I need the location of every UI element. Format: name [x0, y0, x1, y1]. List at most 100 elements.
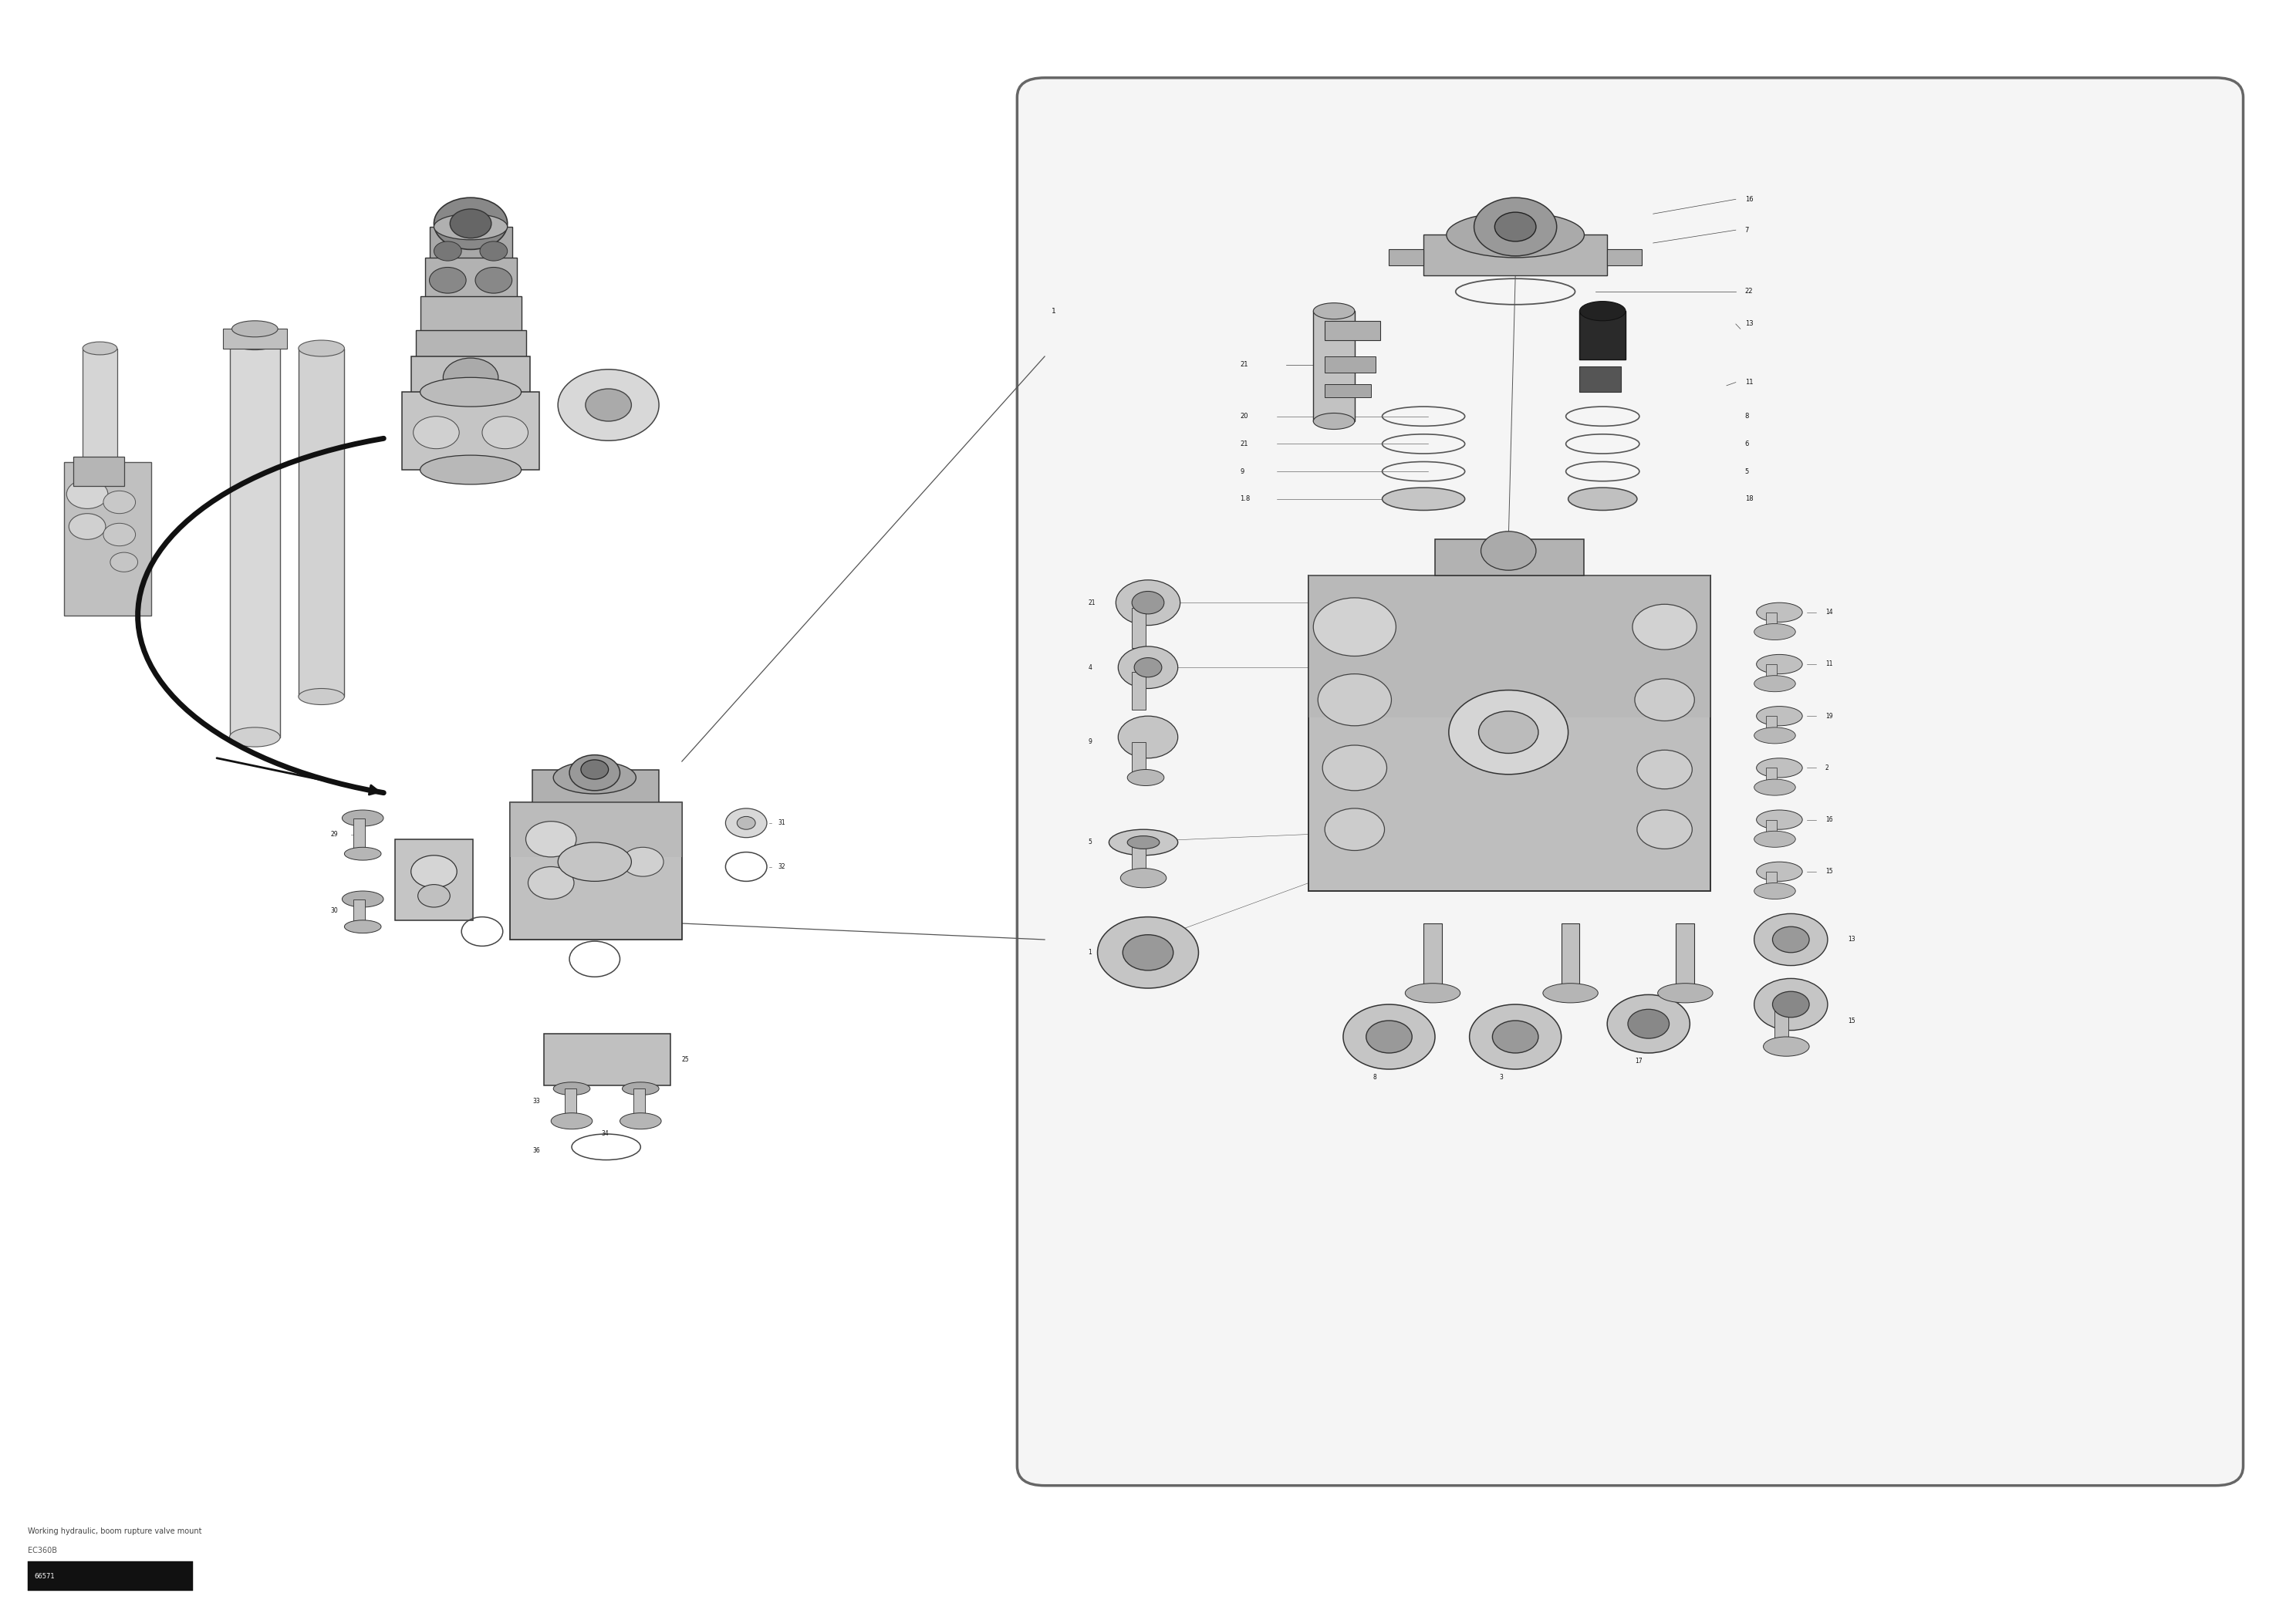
Circle shape: [482, 416, 528, 449]
Bar: [565, 1089, 576, 1118]
Bar: [1309, 575, 1711, 891]
Circle shape: [1479, 711, 1538, 753]
Ellipse shape: [411, 855, 457, 888]
Ellipse shape: [1120, 868, 1166, 888]
Bar: [354, 899, 365, 923]
Bar: [1424, 923, 1442, 988]
Circle shape: [622, 847, 664, 876]
Circle shape: [528, 867, 574, 899]
Bar: [64, 462, 152, 616]
Ellipse shape: [232, 321, 278, 337]
Circle shape: [526, 821, 576, 857]
Bar: [1132, 608, 1146, 648]
Bar: [298, 348, 344, 697]
Ellipse shape: [1754, 624, 1795, 640]
Text: 17: 17: [1635, 1058, 1642, 1064]
Text: 66571: 66571: [28, 1565, 51, 1571]
Bar: [230, 340, 280, 737]
Text: 1.8: 1.8: [1240, 496, 1249, 502]
Circle shape: [434, 241, 461, 261]
Bar: [1766, 612, 1777, 629]
Bar: [1132, 742, 1146, 774]
Text: 22: 22: [1745, 288, 1754, 295]
Circle shape: [475, 267, 512, 293]
Ellipse shape: [1763, 1037, 1809, 1056]
Ellipse shape: [1313, 413, 1355, 429]
Bar: [1325, 356, 1375, 373]
Bar: [1309, 575, 1711, 718]
Bar: [1580, 311, 1626, 360]
Text: 8: 8: [1745, 413, 1750, 420]
Text: 36: 36: [533, 1147, 540, 1153]
Ellipse shape: [558, 842, 631, 881]
Text: 29: 29: [331, 831, 338, 838]
Bar: [533, 770, 659, 802]
Circle shape: [1313, 598, 1396, 656]
Text: 18: 18: [1745, 496, 1754, 502]
Bar: [1132, 672, 1146, 710]
Circle shape: [413, 416, 459, 449]
Text: 2: 2: [1825, 765, 1830, 771]
Bar: [395, 839, 473, 920]
Ellipse shape: [1754, 727, 1795, 744]
Circle shape: [1492, 1021, 1538, 1053]
Bar: [73, 457, 124, 486]
Ellipse shape: [298, 340, 344, 356]
Circle shape: [1495, 212, 1536, 241]
Ellipse shape: [1446, 212, 1584, 258]
Circle shape: [1632, 604, 1697, 650]
Circle shape: [418, 885, 450, 907]
Ellipse shape: [420, 377, 521, 407]
Circle shape: [69, 514, 106, 539]
Circle shape: [1449, 690, 1568, 774]
Circle shape: [1481, 531, 1536, 570]
Text: EC360B: EC360B: [28, 1547, 57, 1554]
Text: 30: 30: [331, 907, 338, 914]
Ellipse shape: [1756, 862, 1802, 881]
Circle shape: [1118, 716, 1178, 758]
Text: 8: 8: [1373, 1074, 1378, 1081]
Bar: [1766, 820, 1777, 836]
Text: Working hydraulic, boom rupture valve mount: Working hydraulic, boom rupture valve mo…: [28, 1528, 202, 1534]
Ellipse shape: [1756, 603, 1802, 622]
Text: 15: 15: [1825, 868, 1832, 875]
Ellipse shape: [434, 214, 507, 240]
Ellipse shape: [1313, 303, 1355, 319]
Ellipse shape: [342, 891, 383, 907]
Text: 4: 4: [1088, 664, 1093, 671]
Ellipse shape: [620, 1113, 661, 1129]
Text: 9: 9: [1240, 468, 1244, 475]
Ellipse shape: [1568, 488, 1637, 510]
Bar: [510, 802, 682, 940]
Circle shape: [558, 369, 659, 441]
Ellipse shape: [1580, 301, 1626, 321]
Ellipse shape: [1754, 676, 1795, 692]
Bar: [544, 1034, 670, 1085]
Bar: [411, 356, 530, 397]
Circle shape: [450, 209, 491, 238]
Text: 20: 20: [1240, 413, 1249, 420]
Text: 66571: 66571: [34, 1573, 55, 1580]
Ellipse shape: [1754, 831, 1795, 847]
Bar: [402, 392, 540, 470]
Bar: [1325, 321, 1380, 340]
Circle shape: [443, 358, 498, 397]
Text: 34: 34: [602, 1131, 608, 1137]
Text: 32: 32: [778, 863, 785, 870]
Circle shape: [1754, 978, 1828, 1030]
Ellipse shape: [1756, 654, 1802, 674]
Text: 33: 33: [533, 1098, 540, 1105]
Ellipse shape: [344, 920, 381, 933]
Circle shape: [1773, 991, 1809, 1017]
Ellipse shape: [1109, 829, 1178, 855]
Text: 6: 6: [1745, 441, 1750, 447]
Bar: [1766, 664, 1777, 680]
Circle shape: [1469, 1004, 1561, 1069]
Bar: [354, 818, 365, 850]
Text: 16: 16: [1745, 196, 1754, 202]
Circle shape: [581, 760, 608, 779]
Ellipse shape: [1127, 770, 1164, 786]
Circle shape: [1132, 591, 1164, 614]
Circle shape: [1097, 917, 1199, 988]
FancyBboxPatch shape: [1017, 78, 2243, 1486]
